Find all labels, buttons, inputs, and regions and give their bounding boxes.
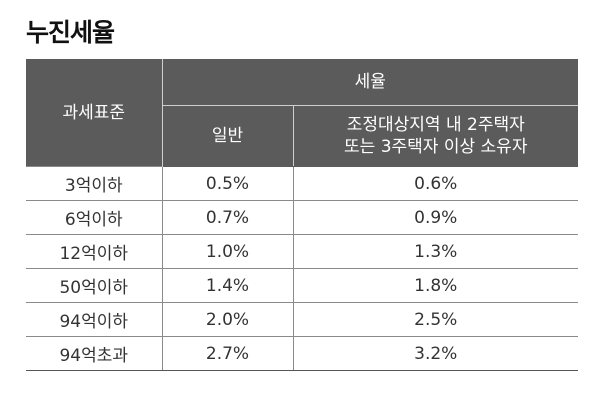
header-row-1: 과세표준 세율	[26, 59, 578, 167]
cell-general-rate: 2.0%	[161, 302, 293, 337]
table-body: 3억이하 0.5% 0.6% 6억이하 0.7% 0.9% 12억이하 1.0%…	[26, 166, 578, 371]
cell-tax-base: 94억이하	[26, 302, 162, 337]
cell-multi-home-rate: 1.3%	[292, 234, 578, 269]
header-general: 일반	[162, 105, 294, 167]
table-row: 94억초과 2.7% 3.2%	[26, 336, 578, 371]
cell-tax-base: 12억이하	[26, 234, 162, 269]
cell-general-rate: 0.7%	[161, 200, 293, 235]
table-row: 50억이하 1.4% 1.8%	[26, 268, 578, 303]
cell-general-rate: 2.7%	[161, 336, 293, 371]
cell-multi-home-rate: 0.9%	[292, 200, 578, 235]
cell-general-rate: 1.0%	[161, 234, 293, 269]
header-multi-home-line-2: 또는 3주택자 이상 소유자	[344, 137, 528, 157]
cell-tax-base: 6억이하	[26, 200, 162, 235]
header-tax-rate: 세율	[162, 59, 578, 106]
tax-rate-table: 과세표준 세율 일반 조정대상지역 내 2주택자 또는 3주택자 이상 소유자 …	[26, 59, 578, 371]
table-row: 94억이하 2.0% 2.5%	[26, 302, 578, 337]
cell-tax-base: 3억이하	[26, 166, 162, 201]
cell-multi-home-rate: 0.6%	[292, 166, 578, 201]
header-multi-home-owner: 조정대상지역 내 2주택자 또는 3주택자 이상 소유자	[293, 105, 578, 167]
cell-multi-home-rate: 3.2%	[292, 336, 578, 371]
header-tax-base: 과세표준	[26, 59, 163, 167]
cell-multi-home-rate: 1.8%	[292, 268, 578, 303]
cell-general-rate: 0.5%	[161, 166, 293, 201]
cell-multi-home-rate: 2.5%	[292, 302, 578, 337]
header-multi-home-line-1: 조정대상지역 내 2주택자	[346, 115, 525, 135]
table-row: 6억이하 0.7% 0.9%	[26, 200, 578, 235]
table-row: 3억이하 0.5% 0.6%	[26, 166, 578, 201]
page-title: 누진세율	[26, 18, 115, 47]
table-row: 12억이하 1.0% 1.3%	[26, 234, 578, 269]
header-row-2: 일반 조정대상지역 내 2주택자 또는 3주택자 이상 소유자	[26, 105, 578, 167]
cell-tax-base: 50억이하	[26, 268, 162, 303]
cell-tax-base: 94억초과	[26, 336, 162, 371]
table-header: 과세표준 세율 일반 조정대상지역 내 2주택자 또는 3주택자 이상 소유자	[26, 59, 578, 167]
cell-general-rate: 1.4%	[161, 268, 293, 303]
